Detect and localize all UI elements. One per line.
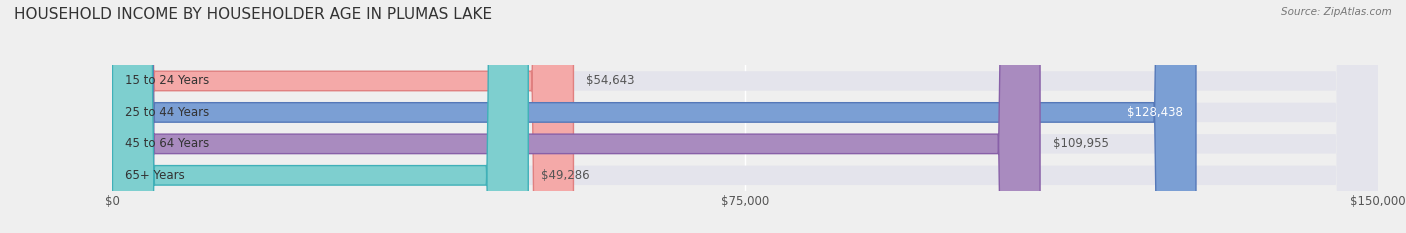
- FancyBboxPatch shape: [112, 0, 1197, 233]
- Text: $49,286: $49,286: [541, 169, 589, 182]
- Text: $128,438: $128,438: [1128, 106, 1184, 119]
- Text: 25 to 44 Years: 25 to 44 Years: [125, 106, 209, 119]
- FancyBboxPatch shape: [112, 0, 1378, 233]
- FancyBboxPatch shape: [112, 0, 1378, 233]
- FancyBboxPatch shape: [112, 0, 1378, 233]
- Text: Source: ZipAtlas.com: Source: ZipAtlas.com: [1281, 7, 1392, 17]
- FancyBboxPatch shape: [112, 0, 529, 233]
- Text: $109,955: $109,955: [1053, 137, 1108, 150]
- Text: 15 to 24 Years: 15 to 24 Years: [125, 75, 209, 87]
- Text: 65+ Years: 65+ Years: [125, 169, 184, 182]
- FancyBboxPatch shape: [112, 0, 574, 233]
- FancyBboxPatch shape: [112, 0, 1040, 233]
- Text: $54,643: $54,643: [586, 75, 634, 87]
- Text: 45 to 64 Years: 45 to 64 Years: [125, 137, 209, 150]
- Text: HOUSEHOLD INCOME BY HOUSEHOLDER AGE IN PLUMAS LAKE: HOUSEHOLD INCOME BY HOUSEHOLDER AGE IN P…: [14, 7, 492, 22]
- FancyBboxPatch shape: [112, 0, 1378, 233]
